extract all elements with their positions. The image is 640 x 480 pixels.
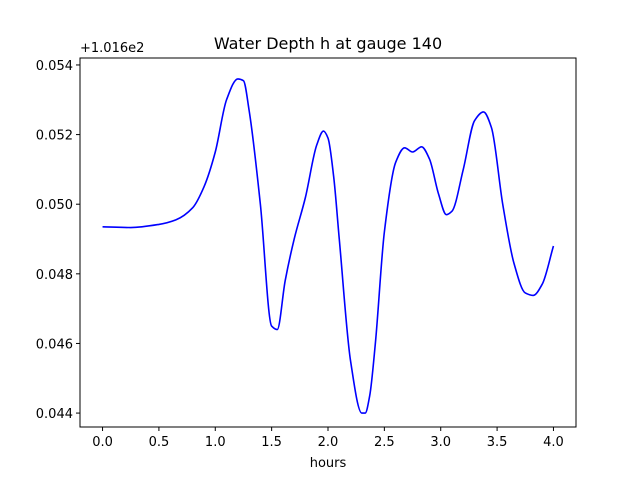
x-axis-label: hours <box>310 456 347 471</box>
y-offset-label: +1.016e2 <box>80 41 144 56</box>
y-tick-label: 0.050 <box>36 198 73 213</box>
y-tick-label: 0.052 <box>36 129 73 144</box>
x-tick-label: 0.5 <box>149 435 170 450</box>
x-tick-label: 3.0 <box>430 435 451 450</box>
x-axis-ticks: 0.0 0.5 1.0 1.5 2.0 2.5 3.0 3.5 4.0 <box>92 427 564 450</box>
x-tick-label: 4.0 <box>543 435 564 450</box>
y-tick-label: 0.054 <box>36 59 73 74</box>
y-axis-ticks: 0.044 0.046 0.048 0.050 0.052 0.054 <box>36 59 80 422</box>
chart-title: Water Depth h at gauge 140 <box>214 34 442 53</box>
series-line-0 <box>102 78 555 414</box>
plot-frame <box>79 57 577 428</box>
y-tick-label: 0.048 <box>36 268 73 283</box>
y-tick-label: 0.044 <box>36 407 73 422</box>
plot-area <box>79 57 577 428</box>
x-tick-label: 1.5 <box>261 435 282 450</box>
x-tick-label: 1.0 <box>205 435 226 450</box>
x-tick-label: 2.5 <box>374 435 395 450</box>
x-tick-label: 0.0 <box>92 435 113 450</box>
y-tick-label: 0.046 <box>36 337 73 352</box>
x-tick-label: 3.5 <box>487 435 508 450</box>
x-tick-label: 2.0 <box>318 435 339 450</box>
